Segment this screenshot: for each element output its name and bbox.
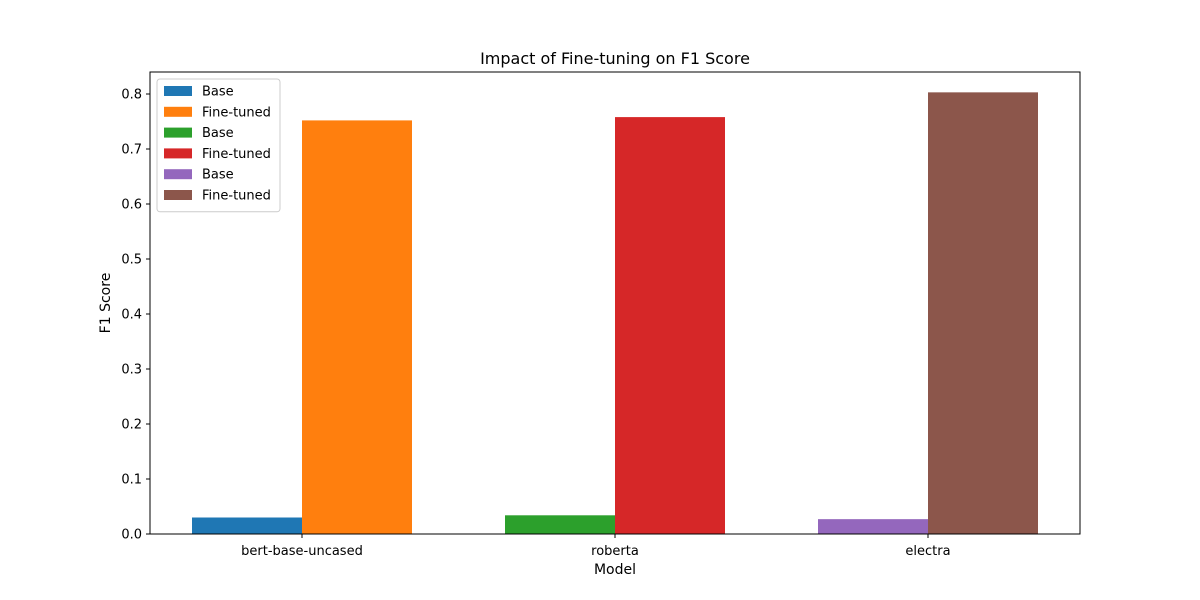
legend-swatch <box>164 127 192 138</box>
legend-label: Base <box>202 85 234 100</box>
bar-electra-base <box>818 519 928 534</box>
y-axis-label: F1 Score <box>98 273 114 334</box>
chart-title: Impact of Fine-tuning on F1 Score <box>480 49 750 68</box>
bar-bert-base-uncased-base <box>192 517 302 534</box>
legend-swatch <box>164 106 192 117</box>
y-tick-label: 0.7 <box>121 143 142 158</box>
x-axis-label: Model <box>594 562 636 578</box>
legend-swatch <box>164 86 192 96</box>
x-axis: bert-base-uncased roberta electra <box>241 534 951 559</box>
y-tick-label: 0.5 <box>121 253 142 268</box>
x-tick-label: roberta <box>591 544 639 559</box>
bars-group <box>192 92 1038 535</box>
y-tick-label: 0.4 <box>121 308 142 323</box>
legend-swatch <box>164 169 192 180</box>
legend-swatch <box>164 148 192 159</box>
legend: Base Fine-tuned Base Fine-tuned Base Fine-tun… <box>156 78 281 213</box>
y-tick-label: 0.1 <box>121 473 142 488</box>
bar-roberta-fine-tuned <box>615 117 725 534</box>
bar-electra-fine-tuned <box>928 92 1038 534</box>
legend-label: Base <box>202 126 234 141</box>
legend-swatch <box>164 190 192 200</box>
y-tick-label: 0.2 <box>121 418 142 433</box>
y-tick-label: 0.8 <box>121 88 142 103</box>
legend-label: Base <box>202 168 234 183</box>
legend-label: Fine-tuned <box>202 147 271 162</box>
bar-bert-base-uncased-fine-tuned <box>302 120 412 535</box>
legend-label: Fine-tuned <box>202 105 271 120</box>
x-tick-label: electra <box>905 544 950 559</box>
y-tick-label: 0.6 <box>121 198 142 213</box>
legend-label: Fine-tuned <box>202 189 271 204</box>
y-tick-label: 0.3 <box>121 363 142 378</box>
x-tick-label: bert-base-uncased <box>241 544 363 559</box>
y-axis: 0.0 0.1 0.2 0.3 0.4 0.5 0.6 0.7 0.8 <box>121 88 150 543</box>
y-tick-label: 0.0 <box>121 528 142 543</box>
bar-roberta-base <box>505 515 615 534</box>
